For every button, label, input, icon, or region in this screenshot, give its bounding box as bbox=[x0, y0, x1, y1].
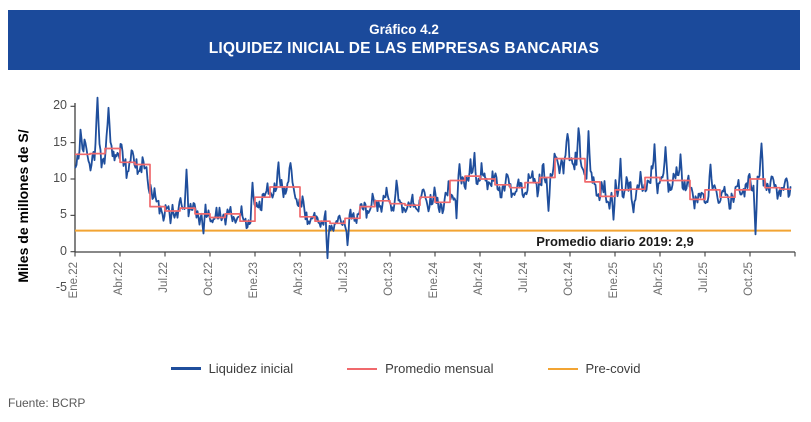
x-tick-label: Abr.22 bbox=[113, 262, 125, 296]
y-tick-label: 10 bbox=[53, 171, 67, 185]
x-tick-label: Ene.25 bbox=[608, 262, 620, 299]
x-tick-label: Oct.25 bbox=[743, 262, 755, 296]
legend-item-promedio-mensual: Promedio mensual bbox=[347, 361, 494, 376]
x-tick-label: Jul.25 bbox=[698, 262, 710, 293]
x-tick-label: Ene.24 bbox=[428, 262, 440, 299]
legend-line-swatch-blue bbox=[170, 367, 201, 370]
x-tick-label: Jul.24 bbox=[518, 262, 530, 293]
legend-item-pre-covid: Pre-covid bbox=[547, 361, 641, 376]
legend-label: Liquidez inicial bbox=[208, 361, 294, 376]
source-note: Fuente: BCRP bbox=[8, 396, 86, 410]
x-tick-label: Oct.23 bbox=[383, 262, 395, 296]
precovid-annotation: Promedio diario 2019: 2,9 bbox=[536, 234, 694, 249]
x-tick-label: Ene.22 bbox=[68, 262, 80, 299]
chart-title: LIQUIDEZ INICIAL DE LAS EMPRESAS BANCARI… bbox=[208, 40, 600, 57]
legend-line-swatch-orange bbox=[547, 367, 578, 370]
x-tick-label: Abr.24 bbox=[473, 262, 485, 296]
x-tick-label: Abr.23 bbox=[293, 262, 305, 296]
chart-number: Gráfico 4.2 bbox=[369, 22, 439, 37]
chart-header-banner: Gráfico 4.2 LIQUIDEZ INICIAL DE LAS EMPR… bbox=[8, 10, 800, 70]
x-tick-label: Jul.22 bbox=[158, 262, 170, 293]
x-tick-label: Jul.23 bbox=[338, 262, 350, 293]
x-tick-label: Oct.24 bbox=[563, 262, 575, 296]
y-tick-label: 5 bbox=[60, 207, 67, 222]
x-tick-label: Ene.23 bbox=[248, 262, 260, 299]
legend-item-liquidez-inicial: Liquidez inicial bbox=[170, 361, 294, 376]
x-tick-label: Abr.25 bbox=[653, 262, 665, 296]
y-tick-label: 20 bbox=[53, 98, 67, 113]
y-tick-label: -5 bbox=[55, 280, 67, 295]
y-tick-label: 0 bbox=[60, 243, 67, 258]
y-tick-label: 15 bbox=[53, 134, 67, 149]
x-tick-label: Oct.22 bbox=[203, 262, 215, 296]
legend-label: Promedio mensual bbox=[385, 361, 494, 376]
legend-label: Pre-covid bbox=[585, 361, 641, 376]
legend-line-swatch-red bbox=[347, 367, 378, 370]
legend: Liquidez inicial Promedio mensual Pre-co… bbox=[0, 361, 811, 376]
